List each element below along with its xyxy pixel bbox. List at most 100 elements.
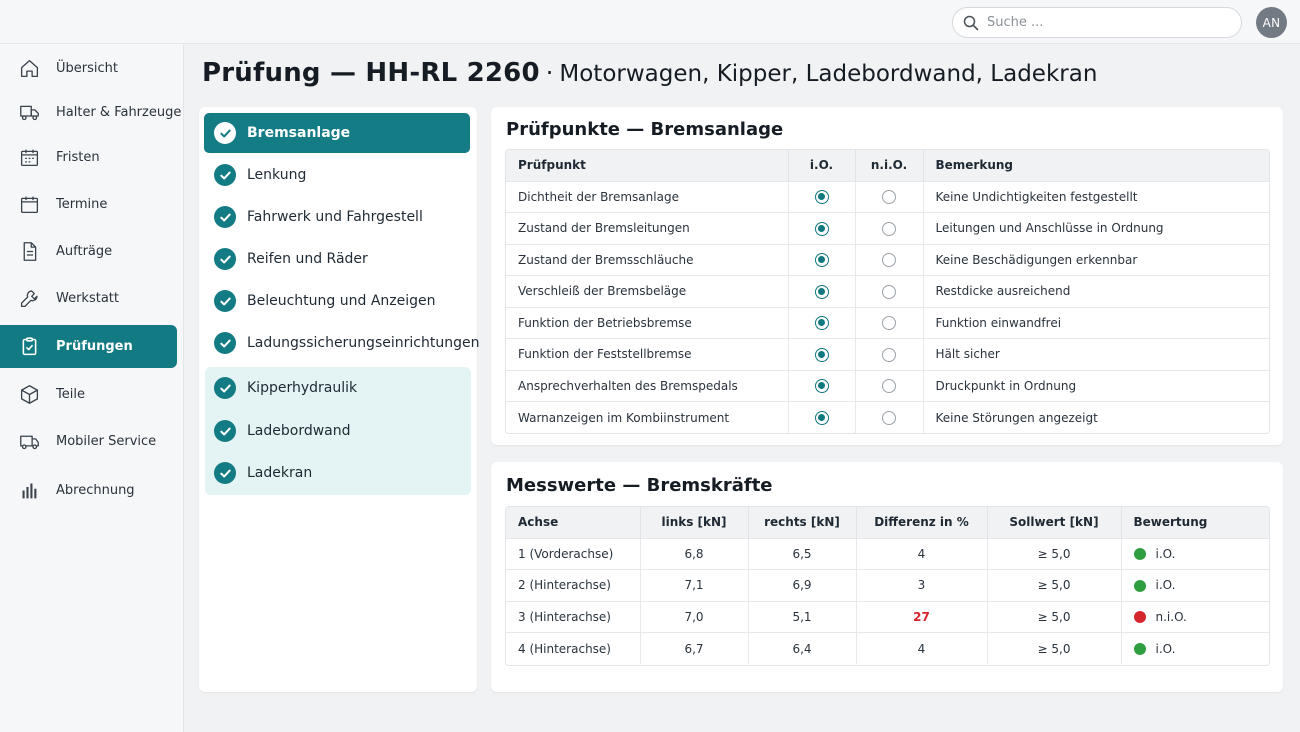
sidebar-item-label: Teile (56, 387, 85, 402)
io-radio-cell[interactable] (788, 338, 856, 370)
io-radio-cell[interactable] (788, 212, 856, 244)
nio-radio[interactable] (882, 253, 896, 267)
sidebar-item-termine[interactable]: Termine (0, 183, 177, 226)
table-row: Funktion der Betriebsbremse Funktion ein… (506, 306, 1269, 339)
search-input[interactable] (987, 15, 1207, 30)
column-header: Achse (506, 507, 641, 538)
column-header: Bemerkung (923, 150, 1269, 181)
io-radio-cell[interactable] (788, 243, 856, 276)
bar-chart-icon (22, 483, 37, 499)
io-radio-cell[interactable] (788, 306, 856, 339)
search-box[interactable] (952, 7, 1242, 38)
nio-radio[interactable] (882, 284, 896, 299)
io-radio-cell[interactable] (788, 369, 856, 402)
sidebar-item-label: Werkstatt (56, 291, 119, 306)
io-radio[interactable] (814, 316, 829, 330)
category-ladebordwand[interactable]: Ladebordwand (204, 411, 470, 451)
column-header: i.O. (788, 150, 856, 181)
nio-radio-cell[interactable] (855, 180, 924, 213)
right-force-cell: 6,5 (748, 537, 857, 570)
nio-radio[interactable] (882, 410, 896, 425)
rating-label: i.O. (1155, 578, 1176, 593)
io-radio[interactable] (814, 190, 829, 204)
sidebar-item-label: Mobiler Service (56, 434, 157, 449)
io-radio[interactable] (814, 253, 829, 267)
category-bremsanlage[interactable]: Bremsanlage (204, 113, 470, 153)
target-cell: ≥ 5,0 (987, 537, 1122, 570)
measurements-card: Messwerte — Bremskräfte Achse links [kN]… (491, 462, 1283, 692)
io-radio[interactable] (814, 284, 829, 299)
check-icon (214, 290, 236, 312)
category-ladungssicherung[interactable]: Ladungssicherungseinrichtungen (204, 323, 479, 363)
nio-radio-cell[interactable] (855, 401, 924, 433)
axle-cell: 3 (Hinterachse) (506, 600, 641, 633)
sidebar-item-fristen[interactable]: Fristen (0, 136, 177, 179)
status-dot-icon (1133, 548, 1146, 561)
target-cell: ≥ 5,0 (987, 569, 1122, 601)
io-radio[interactable] (814, 379, 829, 393)
sidebar-item-abrechnung[interactable]: Abrechnung (0, 469, 177, 512)
difference-cell: 4 (856, 537, 988, 570)
checks-title: Prüfpunkte — Bremsanlage (506, 119, 784, 140)
check-item: Ansprechverhalten des Bremspedals (506, 369, 789, 402)
nio-radio[interactable] (882, 190, 896, 204)
nio-radio[interactable] (882, 379, 896, 393)
check-note: Keine Beschädigungen erkennbar (923, 243, 1269, 276)
category-label: Lenkung (247, 167, 307, 183)
table-row: Verschleiß der Bremsbeläge Restdicke aus… (506, 275, 1269, 307)
sidebar-item-teile[interactable]: Teile (0, 373, 177, 416)
check-icon (214, 377, 236, 399)
rating-label: i.O. (1155, 546, 1176, 561)
table-row: Warnanzeigen im Kombiinstrument Keine St… (506, 401, 1269, 433)
sidebar-item-uebersicht[interactable]: Übersicht (0, 47, 177, 90)
category-panel: Bremsanlage Lenkung Fahrwerk und Fahrges… (199, 107, 479, 692)
checks-table: Prüfpunkt i.O. n.i.O. Bemerkung Dichthei… (505, 149, 1270, 434)
sidebar: Übersicht Halter & Fahrzeuge Fristen Ter… (0, 44, 184, 732)
category-label: Ladungssicherungseinrichtungen (247, 335, 480, 351)
category-label: Fahrwerk und Fahrgestell (247, 209, 423, 225)
io-radio[interactable] (814, 410, 829, 425)
nio-radio[interactable] (882, 316, 896, 330)
table-row: 1 (Vorderachse) 6,8 6,5 4 ≥ 5,0 i.O. (506, 537, 1269, 570)
category-lenkung[interactable]: Lenkung (204, 155, 470, 195)
io-radio[interactable] (814, 221, 829, 236)
difference-cell: 4 (856, 632, 988, 664)
io-radio-cell[interactable] (788, 180, 856, 213)
sidebar-item-pruefungen[interactable]: Prüfungen (0, 325, 177, 368)
nio-radio-cell[interactable] (855, 338, 924, 370)
sidebar-item-auftraege[interactable]: Aufträge (0, 230, 177, 273)
column-header: Differenz in % (856, 507, 988, 538)
check-item: Zustand der Bremsschläuche (506, 243, 789, 276)
category-fahrwerk[interactable]: Fahrwerk und Fahrgestell (204, 197, 470, 237)
avatar[interactable]: AN (1256, 7, 1287, 38)
table-header: Achse links [kN] rechts [kN] Differenz i… (506, 507, 1269, 538)
table-row: 2 (Hinterachse) 7,1 6,9 3 ≥ 5,0 i.O. (506, 569, 1269, 601)
category-kipperhydraulik[interactable]: Kipperhydraulik (204, 368, 470, 408)
home-icon (20, 59, 39, 78)
nio-radio-cell[interactable] (855, 275, 924, 307)
nio-radio-cell[interactable] (855, 369, 924, 402)
sidebar-item-halter-fahrzeuge[interactable]: Halter & Fahrzeuge (0, 91, 181, 134)
rating-cell: i.O. (1121, 537, 1269, 570)
sidebar-item-mobiler-service[interactable]: Mobiler Service (0, 420, 177, 463)
check-note: Keine Undichtigkeiten festgestellt (923, 180, 1269, 213)
nio-radio[interactable] (882, 221, 896, 236)
check-note: Keine Störungen angezeigt (923, 401, 1269, 433)
check-note: Leitungen und Anschlüsse in Ordnung (923, 212, 1269, 244)
measurements-title: Messwerte — Bremskräfte (506, 475, 773, 496)
io-radio-cell[interactable] (788, 401, 856, 433)
io-radio[interactable] (814, 347, 829, 362)
column-header: Bewertung (1121, 507, 1269, 538)
nio-radio[interactable] (882, 347, 896, 362)
nio-radio-cell[interactable] (855, 243, 924, 276)
category-beleuchtung[interactable]: Beleuchtung und Anzeigen (204, 281, 470, 321)
status-dot-icon (1133, 643, 1146, 655)
sidebar-item-werkstatt[interactable]: Werkstatt (0, 277, 177, 320)
checks-card: Prüfpunkte — Bremsanlage Prüfpunkt i.O. … (491, 107, 1283, 445)
category-reifen[interactable]: Reifen und Räder (204, 239, 470, 279)
clipboard-check-icon (22, 337, 37, 356)
nio-radio-cell[interactable] (855, 212, 924, 244)
nio-radio-cell[interactable] (855, 306, 924, 339)
io-radio-cell[interactable] (788, 275, 856, 307)
category-ladekran[interactable]: Ladekran (204, 453, 470, 493)
